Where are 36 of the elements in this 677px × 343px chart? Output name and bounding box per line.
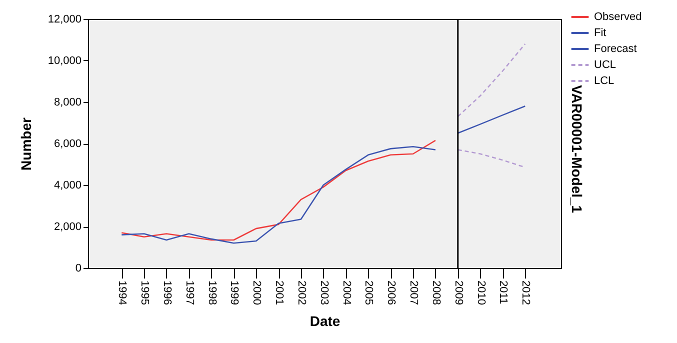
x-tick-label: 2008 — [430, 280, 442, 305]
line-series — [457, 43, 526, 118]
y-tick-label: 2,000 — [54, 221, 82, 233]
legend-label: Observed — [594, 11, 642, 23]
y-tick-label: 12,000 — [48, 14, 82, 26]
y-tick-label: 6,000 — [54, 138, 82, 150]
x-tick-label: 2011 — [497, 280, 510, 304]
legend-label: LCL — [594, 75, 614, 87]
y-axis-title: Number — [18, 117, 34, 170]
x-tick-label: 2004 — [340, 280, 352, 305]
text: VAR00001-Model_1 — [569, 84, 585, 214]
x-tick-label: 2001 — [273, 280, 286, 305]
y-tick-label: 0 — [75, 262, 82, 274]
x-tick-label: 2009 — [452, 280, 464, 305]
x-tick-label: 1997 — [183, 280, 196, 305]
y-tick-label: 4,000 — [54, 180, 82, 192]
x-tick-label: 2002 — [295, 280, 308, 305]
x-tick-label: 1995 — [138, 280, 151, 305]
x-tick-label: 2007 — [408, 280, 420, 305]
x-axis-title: Date — [310, 312, 340, 329]
legend-label: UCL — [594, 59, 616, 71]
x-tick-label: 2012 — [520, 280, 532, 305]
legend-label: Forecast — [594, 43, 637, 55]
x-tick-label: 1994 — [116, 280, 128, 305]
line-series — [457, 106, 526, 134]
x-tick-label: 1998 — [206, 280, 218, 305]
x-tick-label: 2003 — [318, 280, 330, 305]
x-tick-label: 2010 — [474, 280, 487, 305]
x-tick-label: 2006 — [385, 280, 398, 305]
x-tick-label: 1996 — [160, 280, 173, 305]
legend-label: Fit — [594, 27, 606, 39]
y-tick-label: 10,000 — [48, 55, 82, 67]
x-tick-label: 2005 — [362, 280, 375, 305]
x-tick-label: 1999 — [228, 280, 240, 305]
x-tick-label: 2000 — [250, 280, 263, 305]
y-tick-label: 8,000 — [54, 96, 82, 108]
